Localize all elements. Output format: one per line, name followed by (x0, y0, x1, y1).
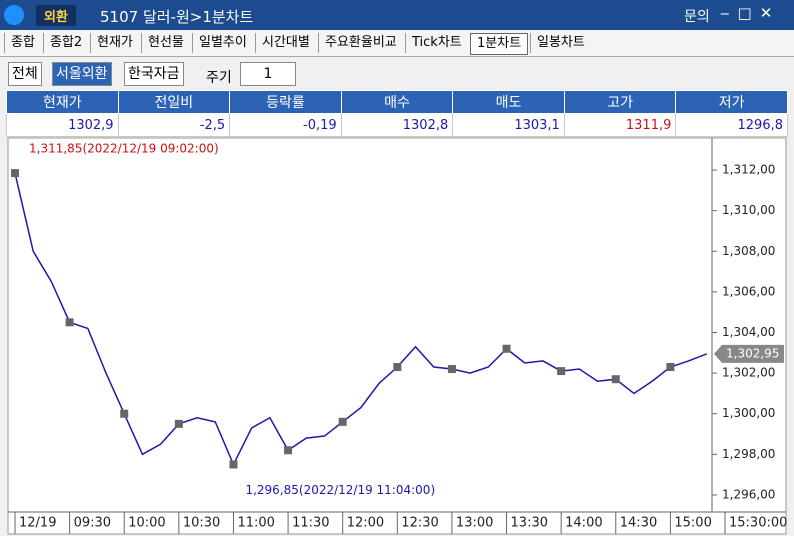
marker (65, 318, 74, 327)
help-button[interactable]: 문의 (684, 9, 710, 25)
quote-value: 1303,1 (452, 113, 565, 137)
tab[interactable]: 현선물 (141, 33, 190, 53)
period-input[interactable]: 1 (240, 62, 296, 86)
quote-header: 등락률 (229, 90, 342, 114)
period-label: 주기 (206, 70, 232, 86)
window-controls[interactable]: ‒□✕ (720, 4, 781, 22)
marker (611, 375, 620, 384)
y-tick-label: 1,300,00 (722, 406, 775, 420)
quote-table: 현재가 전일비 등락률 매수 매도 고가 저가 1302,9 -2,5 -0,19 1302,8 13… (6, 90, 788, 137)
marker (666, 363, 675, 372)
low-annotation: 1,296,85(2022/12/19 11:04:00) (245, 483, 435, 497)
x-tick-label: 14:00 (565, 516, 602, 531)
marker (393, 363, 402, 372)
quote-value: 1296,8 (675, 113, 788, 137)
chart-frame (7, 137, 787, 535)
x-tick-label: 10:00 (128, 516, 165, 531)
quote-header: 매수 (340, 90, 454, 114)
tab[interactable]: 일봉차트 (530, 33, 591, 53)
last-price-label: 1,302,95 (726, 346, 779, 360)
x-tick-label: 11:00 (237, 516, 274, 531)
quote-value: 1302,8 (340, 113, 454, 137)
marker (11, 169, 19, 178)
app-icon (4, 5, 24, 25)
y-tick-label: 1,310,00 (722, 203, 775, 217)
window-title: 5107 달러-원>1분차트 (100, 8, 254, 26)
app-label: 외환 (36, 5, 76, 26)
quote-value: 1302,9 (6, 113, 119, 137)
y-tick-label: 1,296,00 (722, 487, 775, 501)
filter-button[interactable]: 전체 (8, 62, 42, 86)
x-tick-label: 12:30 (401, 516, 438, 531)
tab[interactable]: 1분차트 (470, 33, 529, 55)
tab[interactable]: 시간대별 (255, 33, 316, 53)
high-annotation: 1,311,85(2022/12/19 09:02:00) (29, 142, 219, 156)
filter-button[interactable]: 한국자금 (124, 62, 184, 86)
y-tick-label: 1,308,00 (722, 244, 775, 258)
x-tick-label: 10:30 (183, 516, 220, 531)
marker (120, 409, 129, 418)
chart: 1,296,00 1,298,00 1,300,00 1,302,00 1,304,00… (7, 137, 787, 535)
tab[interactable]: 종합 (4, 33, 41, 53)
tab[interactable]: Tick차트 (405, 33, 468, 53)
x-tick-label: 15:00 (674, 516, 711, 531)
x-tick-label: 13:00 (456, 516, 493, 531)
quote-header: 저가 (675, 90, 788, 114)
tab[interactable]: 현재가 (90, 33, 139, 53)
x-tick-label: 15:30:00 (729, 516, 787, 531)
marker (174, 419, 183, 428)
y-tick-label: 1,304,00 (722, 325, 775, 339)
marker (447, 365, 456, 374)
last-price-tag (714, 344, 784, 363)
y-tick-label: 1,312,00 (722, 163, 775, 177)
quote-value: 1311,9 (563, 113, 677, 137)
marker (502, 344, 511, 353)
tab-bar: 종합 종합2 현재가 현선물 일별추이 시간대별 주요환율비교 Tick차트 1분차트 일봉차트 (0, 30, 794, 57)
title-bar: 외환 5107 달러-원>1분차트 문의 ‒□✕ (0, 0, 794, 30)
marker (229, 460, 238, 469)
quote-value: -2,5 (117, 113, 231, 137)
marker (284, 446, 293, 455)
price-line (14, 172, 708, 467)
quote-header: 전일비 (117, 90, 231, 114)
x-tick-label: 09:30 (74, 516, 111, 531)
x-tick-label: 13:30 (511, 516, 548, 531)
y-tick-label: 1,302,00 (722, 366, 775, 380)
tab[interactable]: 일별추이 (192, 33, 253, 53)
quote-value: -0,19 (229, 113, 342, 137)
filter-button[interactable]: 서울외환 (52, 62, 112, 86)
x-tick-label: 11:30 (292, 516, 329, 531)
quote-header: 매도 (452, 90, 565, 114)
tab[interactable]: 주요환율비교 (318, 33, 403, 53)
marker (557, 367, 566, 376)
x-tick-label: 12:00 (347, 516, 384, 531)
marker (338, 417, 347, 426)
toolbar: 전체 서울외환 한국자금 주기 1 (0, 58, 794, 88)
x-tick-label: 12/19 (19, 516, 56, 531)
y-tick-label: 1,306,00 (722, 284, 775, 298)
tab[interactable]: 종합2 (43, 33, 88, 53)
quote-header: 현재가 (6, 90, 119, 114)
y-tick-label: 1,298,00 (722, 447, 775, 461)
x-tick-label: 14:30 (620, 516, 657, 531)
quote-header: 고가 (563, 90, 677, 114)
